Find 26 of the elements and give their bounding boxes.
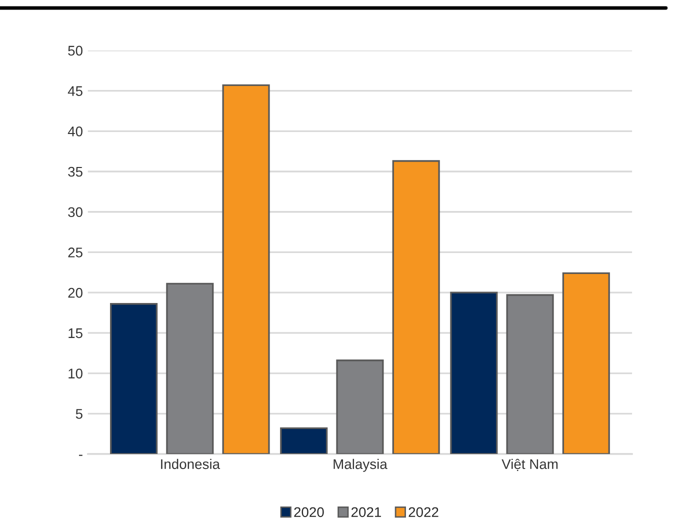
- y-tick-label: 20: [68, 288, 82, 298]
- bar: [166, 282, 214, 454]
- y-tick-label: 50: [68, 46, 82, 56]
- y-tick-label: 45: [68, 86, 82, 96]
- y-tick-label: 25: [68, 248, 82, 258]
- x-tick-label: Malaysia: [334, 458, 388, 472]
- y-tick-label: -: [79, 454, 82, 456]
- bar: [450, 292, 498, 454]
- bar: [110, 303, 158, 454]
- bar: [280, 427, 328, 454]
- y-tick-label: 10: [68, 368, 82, 378]
- bar: [562, 272, 610, 454]
- bar: [392, 160, 440, 454]
- legend-label: 2020: [294, 507, 324, 518]
- y-tick-label: 35: [68, 166, 82, 177]
- y-tick-label: 30: [68, 207, 82, 218]
- bar: [506, 294, 554, 454]
- x-tick-label: Indonesia: [161, 458, 220, 470]
- bar: [222, 84, 270, 454]
- y-tick-label: 40: [68, 126, 82, 136]
- bar: [336, 360, 384, 454]
- legend-label: 2021: [351, 507, 381, 518]
- x-tick-label: Việt Nam: [502, 458, 558, 472]
- y-tick-label: 15: [68, 328, 82, 338]
- legend-label: 2022: [408, 507, 438, 518]
- y-tick-label: 5: [76, 409, 82, 419]
